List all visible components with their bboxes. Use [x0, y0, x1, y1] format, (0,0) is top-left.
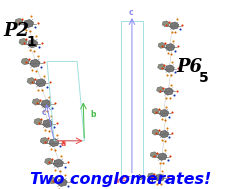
Text: b: b: [90, 110, 96, 119]
Polygon shape: [45, 158, 53, 165]
Polygon shape: [36, 79, 46, 87]
Polygon shape: [158, 64, 165, 70]
Text: P2: P2: [4, 22, 30, 40]
Text: c: c: [42, 108, 46, 117]
Polygon shape: [43, 119, 53, 128]
Polygon shape: [147, 173, 155, 179]
Polygon shape: [21, 58, 29, 65]
Polygon shape: [28, 40, 38, 48]
Text: 5: 5: [199, 71, 208, 85]
Polygon shape: [49, 139, 59, 147]
Polygon shape: [30, 59, 40, 67]
Polygon shape: [157, 87, 164, 93]
Polygon shape: [158, 42, 165, 48]
Polygon shape: [40, 137, 48, 144]
Polygon shape: [27, 77, 35, 84]
Polygon shape: [162, 21, 169, 27]
Text: Two conglomerates!: Two conglomerates!: [30, 172, 211, 187]
Polygon shape: [155, 174, 164, 181]
Polygon shape: [48, 177, 57, 184]
Polygon shape: [164, 88, 173, 95]
Polygon shape: [15, 18, 23, 25]
Polygon shape: [160, 109, 169, 117]
Polygon shape: [57, 178, 67, 187]
Text: a: a: [61, 139, 66, 149]
Polygon shape: [150, 152, 157, 158]
Polygon shape: [166, 44, 175, 51]
Polygon shape: [32, 98, 40, 105]
Polygon shape: [152, 108, 159, 114]
Text: P6: P6: [176, 58, 202, 76]
Polygon shape: [34, 118, 42, 125]
Polygon shape: [170, 22, 179, 29]
Polygon shape: [53, 159, 63, 167]
Text: a: a: [113, 176, 119, 185]
Polygon shape: [160, 130, 169, 138]
Polygon shape: [165, 65, 174, 72]
Text: c: c: [129, 8, 134, 17]
Polygon shape: [158, 153, 167, 160]
Polygon shape: [152, 129, 159, 135]
Text: b: b: [148, 176, 153, 185]
Polygon shape: [41, 100, 51, 108]
Text: 1: 1: [26, 35, 36, 49]
Polygon shape: [19, 38, 27, 45]
Polygon shape: [24, 19, 34, 28]
